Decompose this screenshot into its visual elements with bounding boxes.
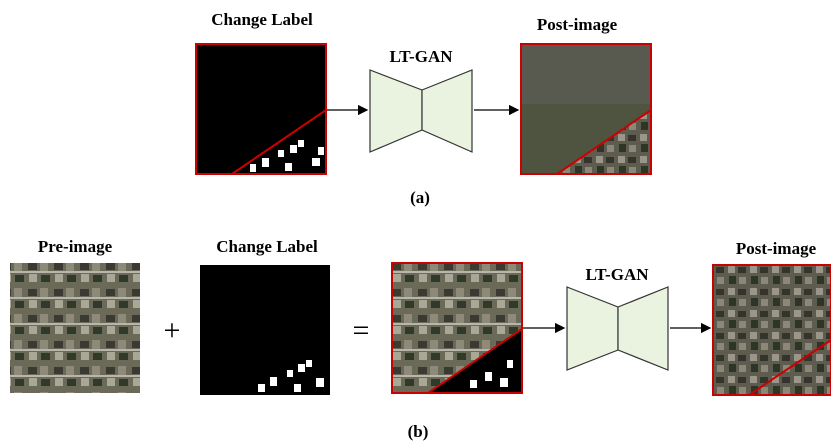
pre-image: [10, 263, 140, 393]
equals-sign: =: [353, 314, 370, 347]
title: Change Label: [216, 237, 318, 256]
title: Pre-image: [38, 237, 113, 256]
generator: [370, 70, 472, 152]
diagram: Change Label LT-GAN Post-image (a) Pre-i…: [0, 0, 831, 441]
post-image: [521, 44, 651, 174]
caption: (a): [410, 188, 430, 207]
title: Post-image: [736, 239, 817, 258]
composite-image: [392, 263, 522, 393]
generator: [567, 287, 668, 370]
model-label: LT-GAN: [390, 47, 454, 66]
title: Change Label: [211, 10, 313, 29]
post-image: [713, 265, 831, 395]
caption: (b): [408, 422, 429, 441]
change-label-image: [200, 265, 330, 395]
model-label: LT-GAN: [586, 265, 650, 284]
plus-sign: +: [164, 314, 181, 347]
title: Post-image: [537, 15, 618, 34]
change-label-image: [196, 44, 326, 174]
